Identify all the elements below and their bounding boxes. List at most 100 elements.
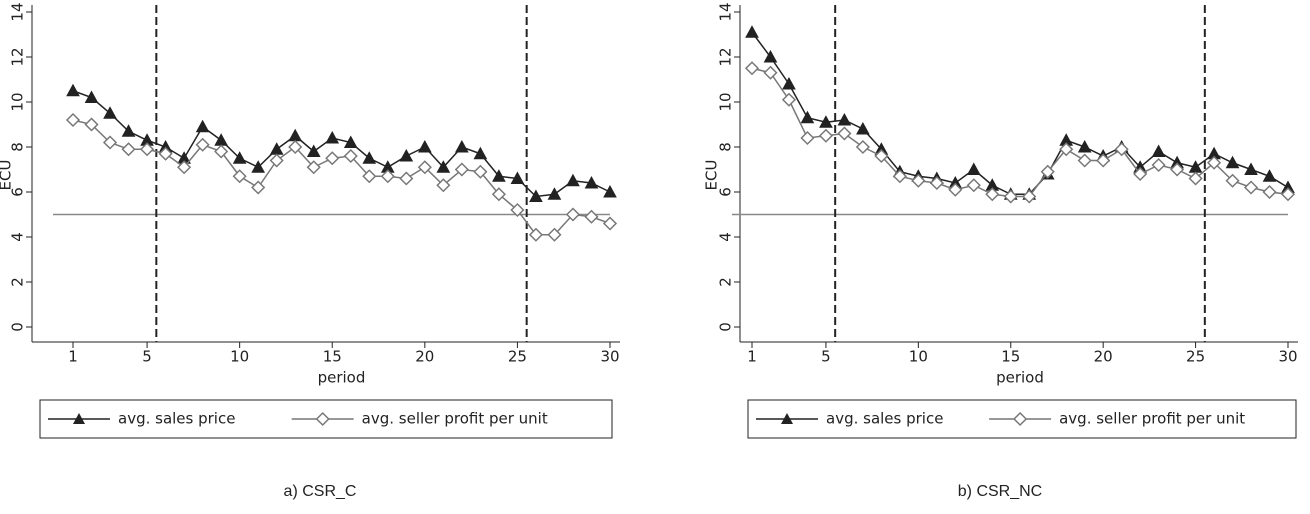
marker-diamond [1077, 153, 1092, 168]
marker-diamond [1170, 162, 1185, 177]
marker-diamond [102, 135, 118, 150]
marker-triangle [251, 160, 266, 173]
legend-label: avg. sales price [826, 410, 943, 428]
marker-diamond [65, 112, 81, 128]
marker-diamond [269, 153, 284, 168]
marker-diamond [473, 164, 488, 179]
y-axis-label: ECU [703, 160, 721, 191]
marker-triangle [362, 151, 377, 164]
marker-diamond [158, 146, 173, 161]
series-line [751, 31, 1289, 195]
marker-diamond [510, 202, 525, 218]
y-tick-label: 14 [9, 2, 27, 21]
y-tick-label: 0 [717, 322, 735, 332]
marker-triangle [800, 110, 815, 124]
x-tick-label: 15 [1001, 348, 1020, 366]
marker-diamond [763, 65, 778, 80]
marker-triangle [269, 142, 284, 155]
marker-diamond [1151, 157, 1166, 173]
marker-diamond [1207, 155, 1222, 170]
marker-diamond [214, 144, 229, 159]
marker-triangle [288, 128, 303, 142]
series-line [72, 119, 611, 236]
marker-diamond [565, 207, 581, 222]
marker-diamond [121, 142, 136, 157]
marker-triangle [1225, 155, 1240, 169]
marker-diamond [1059, 142, 1074, 157]
marker-diamond [744, 61, 760, 76]
marker-triangle [232, 151, 247, 164]
marker-triangle [510, 171, 525, 184]
marker-triangle [584, 175, 599, 189]
x-tick-label: 1 [68, 348, 78, 366]
marker-triangle [66, 83, 80, 97]
y-tick-label: 6 [9, 187, 27, 197]
marker-diamond [837, 126, 852, 141]
marker-diamond [454, 162, 469, 177]
marker-diamond [528, 227, 543, 242]
y-tick-label: 4 [717, 232, 735, 242]
marker-triangle [529, 189, 543, 202]
legend-marker [315, 411, 330, 427]
legend-marker [73, 413, 85, 424]
marker-triangle [195, 119, 210, 133]
marker-triangle [1151, 144, 1166, 157]
marker-diamond [325, 151, 340, 166]
y-tick-label: 8 [717, 142, 735, 152]
y-tick-label: 8 [9, 142, 27, 152]
legend-label: avg. sales price [118, 410, 235, 428]
x-tick-label: 20 [1094, 348, 1113, 366]
marker-diamond [343, 148, 358, 164]
x-tick-label: 30 [1278, 348, 1297, 366]
y-tick-label: 10 [717, 92, 735, 111]
marker-diamond [288, 139, 303, 155]
marker-triangle [966, 162, 981, 175]
x-axis-label: period [318, 369, 366, 387]
marker-triangle [1244, 162, 1258, 175]
marker-triangle [603, 184, 617, 198]
y-axis-label: ECU [0, 160, 15, 191]
marker-diamond [1096, 153, 1111, 168]
y-tick-label: 2 [9, 277, 27, 287]
marker-diamond [1022, 189, 1037, 204]
y-tick-label: 10 [9, 92, 27, 111]
x-tick-label: 20 [415, 348, 434, 366]
y-tick-label: 14 [717, 2, 735, 21]
marker-diamond [781, 92, 797, 107]
marker-triangle [214, 133, 228, 146]
caption: b) CSR_NC [958, 483, 1042, 500]
y-tick-label: 0 [9, 322, 27, 332]
marker-triangle [399, 148, 414, 162]
marker-diamond [1133, 166, 1148, 182]
x-tick-label: 10 [230, 348, 249, 366]
caption: a) CSR_C [284, 483, 357, 500]
marker-diamond [547, 227, 562, 242]
x-tick-label: 30 [600, 348, 619, 366]
marker-diamond [417, 160, 432, 175]
x-axis-label: period [996, 369, 1044, 387]
marker-diamond [874, 148, 889, 164]
marker-triangle [782, 76, 796, 90]
marker-diamond [177, 160, 192, 175]
marker-diamond [1003, 189, 1018, 204]
marker-diamond [818, 128, 833, 143]
marker-diamond [380, 169, 395, 184]
marker-triangle [492, 169, 506, 182]
marker-triangle [417, 139, 432, 153]
marker-diamond [602, 216, 618, 231]
marker-triangle [1262, 169, 1277, 182]
marker-triangle [103, 106, 117, 119]
marker-diamond [892, 169, 907, 184]
marker-diamond [1280, 187, 1296, 202]
marker-triangle [1077, 139, 1092, 153]
legend-label: avg. seller profit per unit [362, 410, 548, 428]
marker-diamond [1225, 173, 1240, 188]
marker-diamond [1262, 184, 1277, 200]
y-tick-label: 6 [717, 187, 735, 197]
x-tick-label: 5 [142, 348, 152, 366]
marker-triangle [455, 139, 469, 153]
marker-diamond [232, 169, 247, 184]
x-tick-label: 1 [747, 348, 757, 366]
x-tick-label: 25 [1186, 348, 1205, 366]
